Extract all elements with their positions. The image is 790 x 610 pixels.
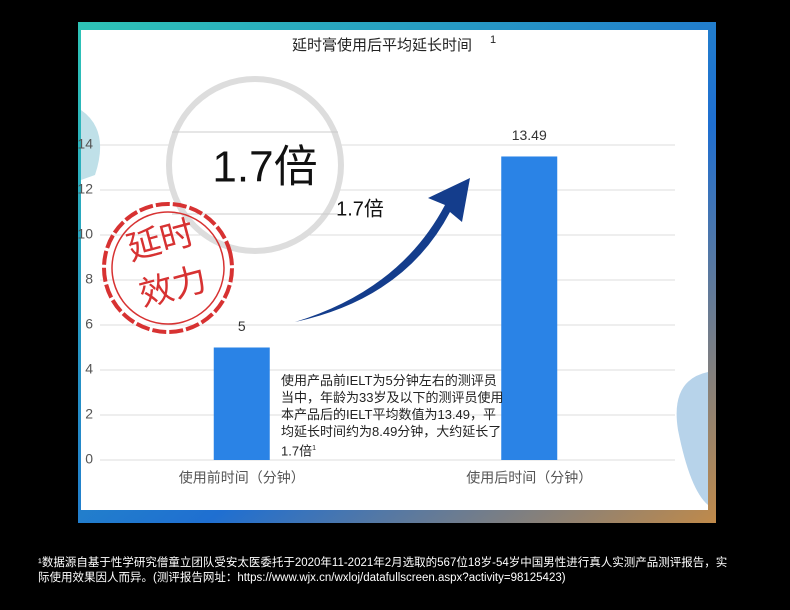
footnote: ¹数据源自基于性学研究僧童立团队受安太医委托于2020年11-2021年2月选取… <box>38 557 728 584</box>
y-tick-label: 12 <box>77 181 93 197</box>
arrow <box>295 178 470 322</box>
decor-blob <box>676 372 708 505</box>
x-tick-label: 使用前时间（分钟） <box>179 470 305 486</box>
stamp-ring <box>111 211 225 325</box>
value-label: 5 <box>238 318 246 334</box>
x-tick-label: 使用后时间（分钟） <box>466 470 592 486</box>
arrow-label: 1.7倍 <box>336 197 384 220</box>
bar <box>501 156 558 460</box>
y-tick-label: 0 <box>85 451 93 467</box>
decor-blob <box>81 110 101 180</box>
annotation-note: 1 <box>312 445 316 452</box>
y-tick-label: 4 <box>85 361 93 377</box>
bar <box>213 347 270 460</box>
chart-title: 延时膏使用后平均延长时间 <box>292 37 472 54</box>
y-tick-label: 6 <box>85 316 93 332</box>
y-tick-label: 2 <box>85 406 93 422</box>
magnifier <box>166 76 344 254</box>
y-tick-label: 14 <box>77 136 93 152</box>
y-tick-label: 8 <box>85 271 93 287</box>
y-tick-label: 10 <box>77 226 93 242</box>
magnifier-label: 1.7倍 <box>212 143 317 192</box>
annotation: 使用产品前IELT为5分钟左右的测评员当中，年龄为33岁及以下的测评员使用本产品… <box>281 372 506 459</box>
title-note: 1 <box>490 34 496 46</box>
annotation-text: 使用产品前IELT为5分钟左右的测评员当中，年龄为33岁及以下的测评员使用本产品… <box>281 373 504 459</box>
value-label: 13.49 <box>512 127 547 143</box>
stamp-ring <box>102 202 234 334</box>
